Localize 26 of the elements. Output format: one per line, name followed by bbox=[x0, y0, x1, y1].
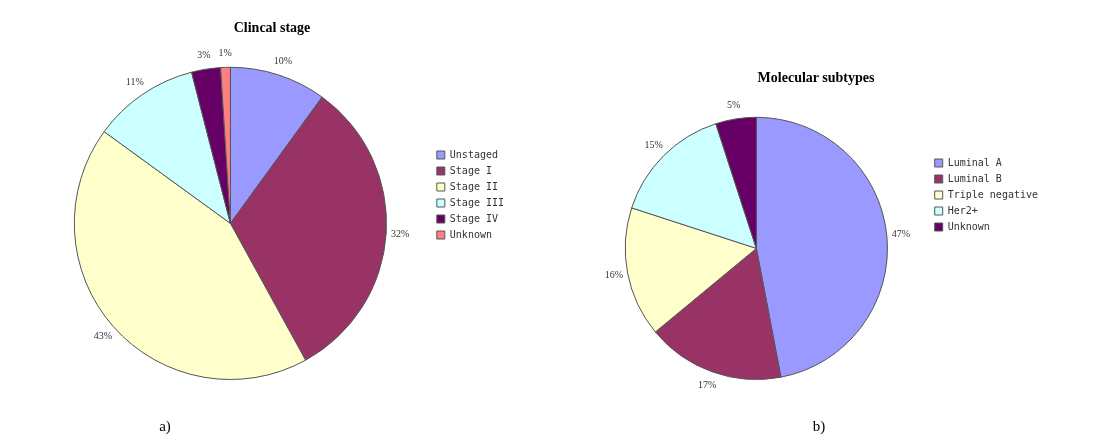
data-label: 32% bbox=[391, 227, 410, 239]
data-label: 5% bbox=[726, 98, 741, 110]
text: b) bbox=[811, 418, 827, 435]
data-label: 10% bbox=[273, 55, 293, 67]
legend-label: Stage III bbox=[449, 196, 504, 208]
data-label: 15% bbox=[644, 139, 663, 151]
data-label: 3% bbox=[197, 49, 211, 61]
legend-label: Triple negative bbox=[947, 188, 1038, 200]
text: a) bbox=[158, 418, 172, 435]
data-label: 47% bbox=[891, 228, 910, 240]
data-label: 43% bbox=[93, 329, 112, 341]
legend-label: Unknown bbox=[947, 220, 990, 232]
chart-title: Clincal stage bbox=[233, 20, 311, 36]
legend-label: Stage IV bbox=[449, 212, 498, 224]
legend-label: Unknown bbox=[449, 228, 492, 240]
data-label: 11% bbox=[125, 76, 144, 88]
legend-label: Her2+ bbox=[947, 204, 978, 216]
data-label: 17% bbox=[698, 378, 717, 390]
legend-label: Unstaged bbox=[449, 148, 498, 160]
legend-label: Stage II bbox=[449, 180, 498, 192]
legend-label: Luminal B bbox=[947, 172, 1002, 184]
legend-label: Stage I bbox=[449, 164, 492, 176]
legend-label: Luminal A bbox=[947, 156, 1002, 168]
data-label: 1% bbox=[218, 47, 232, 59]
data-label: 16% bbox=[604, 269, 623, 281]
chart-title: Molecular subtypes bbox=[757, 70, 875, 86]
